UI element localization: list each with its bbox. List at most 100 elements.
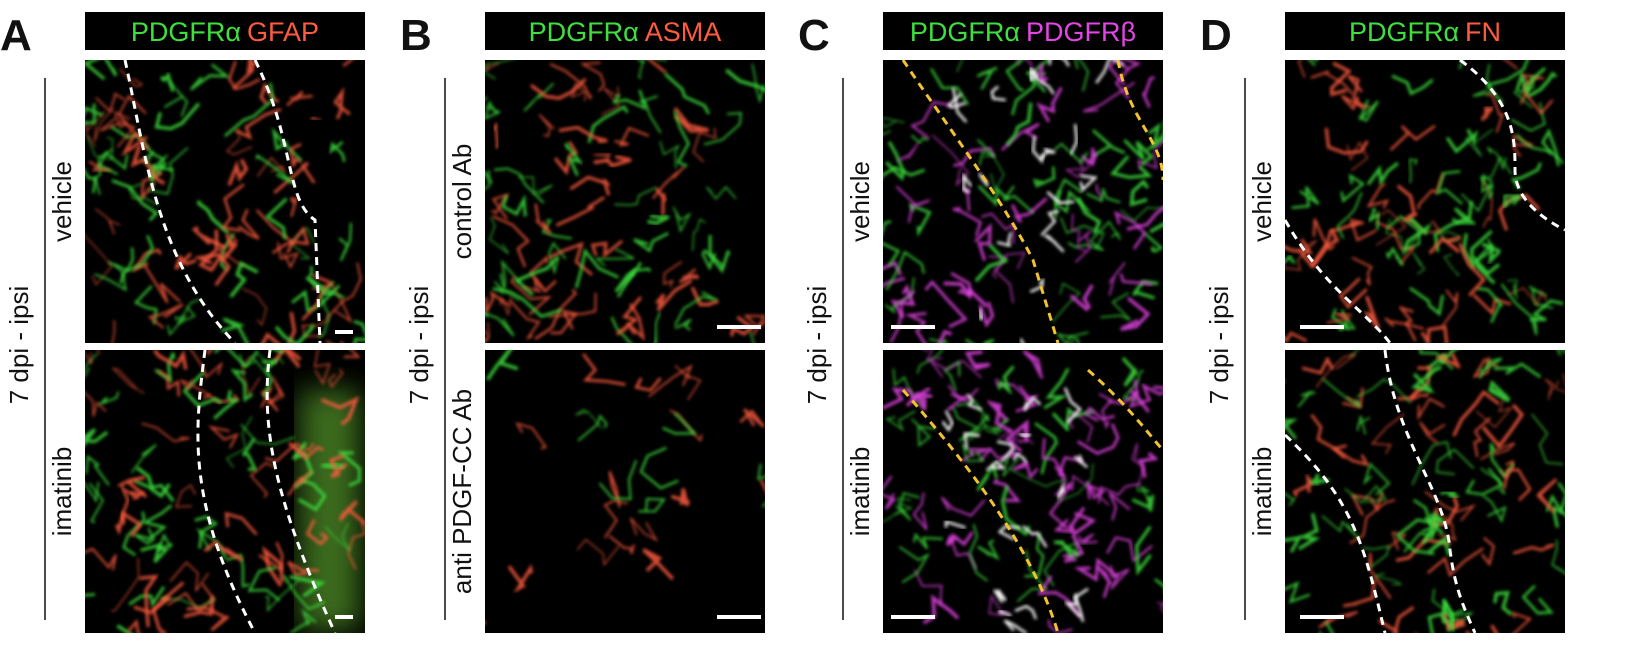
fiber <box>1285 254 1296 265</box>
fiber <box>647 60 667 74</box>
fiber <box>1001 485 1031 537</box>
fiber <box>951 87 968 123</box>
fiber <box>227 158 249 186</box>
micrograph <box>1285 60 1565 343</box>
row-label: vehicle <box>845 161 875 242</box>
fiber <box>1482 494 1507 524</box>
fiber <box>1346 141 1369 172</box>
fiber <box>328 454 348 479</box>
fiber <box>1091 129 1126 158</box>
fiber <box>265 579 300 613</box>
fiber <box>241 437 258 471</box>
fiber <box>1053 518 1074 534</box>
fiber <box>743 314 765 336</box>
fiber <box>943 281 989 308</box>
fiber <box>940 496 986 517</box>
fiber <box>595 248 635 267</box>
fiber <box>242 288 267 326</box>
fiber <box>1434 353 1461 369</box>
fiber <box>1061 474 1110 506</box>
fiber <box>85 481 100 504</box>
fiber <box>1551 506 1565 528</box>
fiber <box>1356 378 1412 404</box>
fiber <box>224 511 258 536</box>
fiber <box>916 350 943 374</box>
fiber <box>485 322 490 338</box>
fiber <box>538 113 555 137</box>
fiber <box>639 446 679 490</box>
fiber <box>629 517 659 542</box>
row-label: anti PDGF-CC Ab <box>447 389 477 594</box>
fiber <box>692 218 706 252</box>
fiber <box>485 171 493 185</box>
fiber <box>652 165 686 200</box>
fiber <box>298 478 327 512</box>
fiber <box>247 566 281 602</box>
fiber <box>931 134 970 187</box>
micrograph <box>883 350 1163 633</box>
fiber <box>1119 206 1163 222</box>
fiber <box>1421 511 1446 533</box>
fiber <box>242 355 261 397</box>
fiber <box>264 442 315 463</box>
fiber <box>151 596 172 633</box>
fiber <box>976 462 998 492</box>
fiber <box>291 284 341 314</box>
side-label: 7 dpi - ipsi <box>802 286 832 405</box>
fiber <box>510 276 552 316</box>
fiber <box>1476 287 1504 324</box>
fiber <box>706 186 737 200</box>
header-bar <box>485 12 765 50</box>
fiber <box>156 532 173 551</box>
fiber <box>485 169 490 190</box>
fiber <box>240 423 295 446</box>
fiber <box>968 415 1000 442</box>
fiber <box>883 475 897 510</box>
fiber <box>548 292 597 318</box>
fiber <box>149 159 174 179</box>
fiber <box>1366 161 1399 187</box>
fiber <box>587 104 629 144</box>
fiber <box>1089 220 1121 243</box>
fiber <box>287 470 313 497</box>
fiber <box>1043 367 1070 410</box>
fiber <box>974 243 1008 283</box>
fiber <box>258 541 284 572</box>
fiber <box>1318 621 1334 633</box>
fiber <box>1475 395 1513 429</box>
fiber <box>593 154 632 168</box>
row-label: vehicle <box>1247 161 1277 242</box>
header-label: PDGFRα FN <box>1349 17 1501 47</box>
fiber <box>276 242 299 269</box>
fiber <box>99 117 136 148</box>
fiber <box>1521 584 1554 615</box>
fiber <box>1285 238 1313 255</box>
fiber <box>883 387 918 410</box>
header-marker: PDGFRα <box>529 17 639 47</box>
fiber <box>1073 587 1089 623</box>
dashed-boundary <box>1285 433 1387 633</box>
fiber <box>1285 418 1298 440</box>
fiber <box>575 408 603 429</box>
fiber <box>329 140 346 163</box>
fiber <box>569 175 612 196</box>
fiber <box>1114 60 1130 100</box>
fiber <box>549 63 592 101</box>
fiber <box>123 488 147 501</box>
fiber <box>1080 147 1098 166</box>
fiber <box>634 377 662 392</box>
fiber <box>1312 218 1336 251</box>
fiber <box>180 379 211 397</box>
panel: A PDGFRα GFAP 7 dpi - ipsi vehicle imatinib <box>0 11 365 633</box>
fiber <box>338 222 353 262</box>
fiber <box>1021 525 1048 548</box>
fiber <box>1285 492 1296 507</box>
fiber <box>1358 99 1379 122</box>
fiber <box>1485 93 1505 133</box>
fiber <box>608 470 621 508</box>
fiber <box>638 95 662 134</box>
fiber <box>1051 407 1094 433</box>
fiber <box>1064 159 1090 178</box>
fiber <box>485 621 487 625</box>
fiber <box>553 140 579 176</box>
